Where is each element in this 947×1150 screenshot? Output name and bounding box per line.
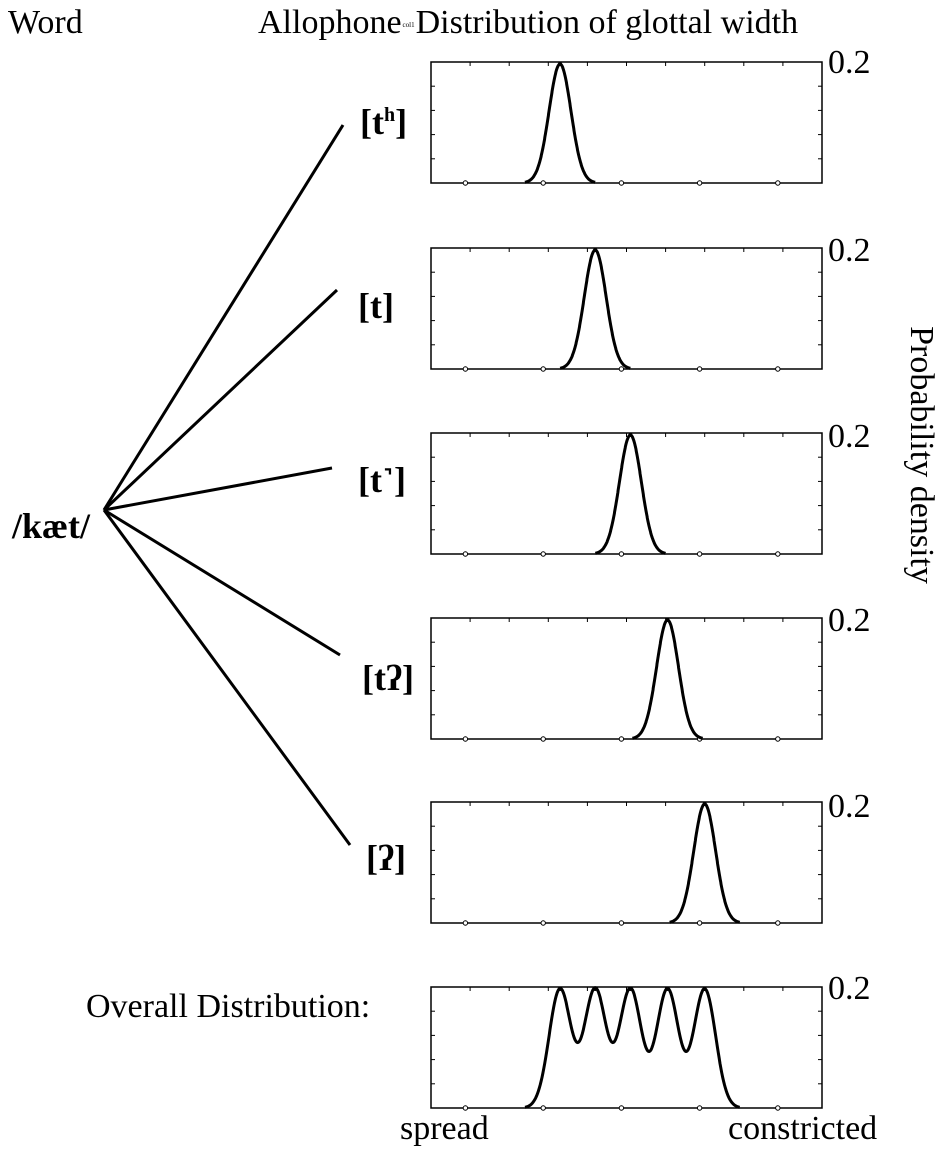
density-curve [524, 986, 741, 1109]
x-tick-marker [775, 551, 781, 557]
x-tick-marker [696, 551, 703, 557]
allophone-label-t-glottalized: [tʔ] [362, 660, 414, 696]
density-curve [668, 802, 741, 924]
x-tick-marker [462, 180, 469, 186]
column-marker: col1 [402, 20, 415, 29]
y-tick-label: 0.2 [828, 788, 871, 825]
x-tick-marker [618, 180, 625, 186]
y-tick-label: 0.2 [828, 970, 871, 1007]
x-tick-marker [618, 736, 625, 742]
x-tick-marker [462, 366, 469, 372]
word-label: /kæt/ [12, 506, 91, 546]
x-tick-marker [540, 180, 546, 186]
branch-line-4 [102, 509, 352, 846]
x-tick-marker [540, 920, 546, 926]
allophone-base: [t [360, 102, 384, 142]
panel-3 [430, 617, 823, 742]
x-tick-marker [775, 366, 781, 372]
peak-marker [702, 987, 707, 991]
panel-0 [430, 61, 823, 186]
peak-marker [628, 987, 633, 991]
x-tick-marker [618, 551, 625, 557]
x-tick-marker [696, 366, 703, 372]
x-tick-marker [462, 1105, 469, 1111]
panel-4 [430, 801, 823, 926]
y-tick-label: 0.2 [828, 44, 871, 81]
x-tick-marker [775, 920, 781, 926]
x-tick-marker [775, 736, 781, 742]
peak-marker [593, 987, 598, 991]
x-tick-marker [696, 180, 703, 186]
x-tick-marker [696, 920, 703, 926]
density-curve [631, 618, 704, 740]
x-tick-marker [462, 736, 469, 742]
y-axis-label: Probability density [903, 326, 940, 584]
panel-1 [430, 247, 823, 372]
branch-line-3 [103, 508, 341, 657]
density-curve [523, 62, 597, 184]
x-tick-marker [462, 920, 469, 926]
allophone-label-t-unreleased: [t˺] [358, 462, 406, 498]
x-tick-marker [618, 1105, 625, 1111]
allophone-end: ˺] [381, 460, 406, 500]
branch-lines [102, 124, 352, 846]
allophone-superscript: h [383, 104, 396, 126]
allophone-column-header: Allophonecol1Distribution of glottal wid… [258, 6, 798, 40]
peak-marker [558, 62, 563, 66]
peak-marker [558, 987, 563, 991]
x-tick-marker [618, 366, 625, 372]
allophone-base: [ʔ] [366, 838, 406, 878]
density-curve [559, 248, 632, 370]
allophone-label-glottal-stop: [ʔ] [366, 840, 406, 876]
peak-marker [593, 248, 598, 252]
x-tick-marker [696, 1105, 703, 1111]
distribution-header-text: Distribution of glottal width [415, 4, 799, 41]
x-axis-right-label: constricted [728, 1110, 878, 1147]
allophone-label-th: [th] [360, 104, 407, 140]
panel-frame [430, 432, 823, 555]
panel-frame [430, 61, 823, 184]
branch-line-1 [102, 288, 339, 512]
x-tick-marker [540, 366, 546, 372]
allophone-header-text: Allophone [258, 4, 402, 41]
y-tick-label: 0.2 [828, 602, 871, 639]
panel-frame [430, 247, 823, 370]
allophone-end: ] [395, 102, 408, 142]
panel-frame [430, 617, 823, 740]
panel-frame [430, 986, 823, 1109]
peak-marker [702, 802, 707, 806]
density-curve [594, 433, 667, 555]
x-tick-marker [775, 1105, 781, 1111]
branch-line-0 [102, 124, 345, 511]
x-tick-marker [775, 180, 781, 186]
x-tick-marker [618, 920, 625, 926]
peak-marker [665, 987, 670, 991]
panel-2 [430, 432, 823, 557]
x-tick-marker [540, 551, 546, 557]
allophone-label-t: [t] [358, 288, 394, 324]
x-tick-marker [462, 551, 469, 557]
word-column-header: Word [8, 4, 83, 41]
allophone-base: [t] [358, 286, 394, 326]
branch-line-2 [103, 466, 333, 512]
y-tick-label: 0.2 [828, 232, 871, 269]
peak-marker [628, 433, 633, 437]
panel-frame [430, 801, 823, 924]
distribution-panels [430, 61, 823, 1111]
y-tick-label: 0.2 [828, 418, 871, 455]
overall-distribution-label: Overall Distribution: [86, 988, 371, 1025]
peak-marker [665, 618, 670, 622]
panel-5 [430, 986, 823, 1111]
x-axis-left-label: spread [400, 1110, 489, 1147]
x-tick-marker [540, 1105, 546, 1111]
allophone-base: [tʔ] [362, 658, 414, 698]
x-tick-marker [540, 736, 546, 742]
allophone-base: [t [358, 460, 382, 500]
